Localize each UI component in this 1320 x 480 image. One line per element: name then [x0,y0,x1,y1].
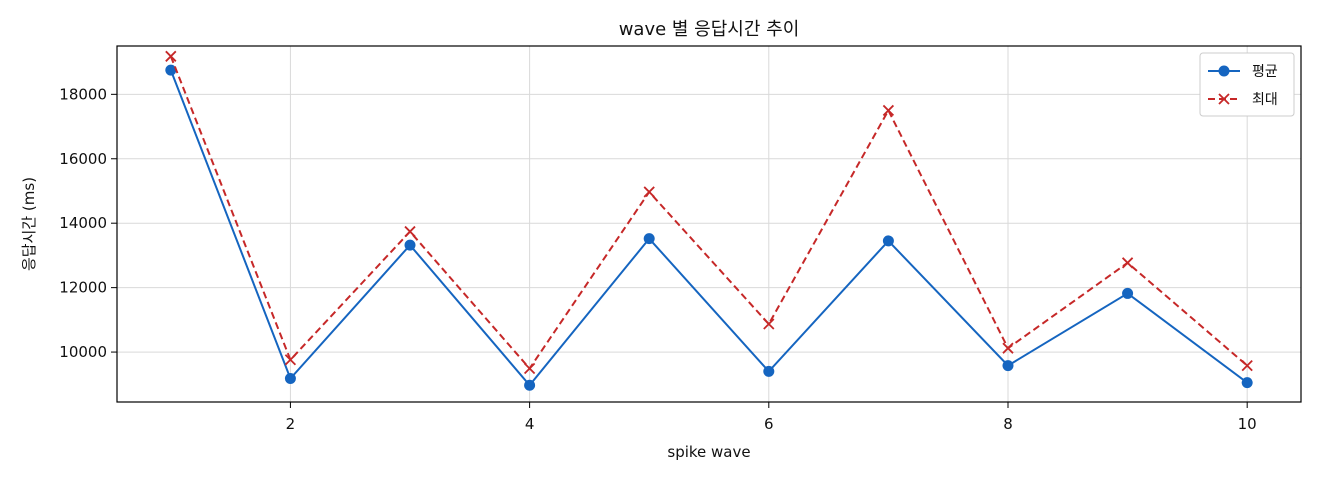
data-point-3 [404,225,416,238]
data-point-9 [1122,287,1134,299]
y-tick-label: 12000 [59,279,107,297]
data-point-3 [404,239,416,251]
series-1 [165,64,1253,391]
data-point-10 [1241,359,1253,372]
grid-lines [117,46,1301,402]
y-axis-ticks: 10000 12000 14000 16000 18000 [59,85,117,361]
series-line [169,69,1248,387]
y-tick-label: 18000 [59,85,107,103]
data-point-8 [1002,360,1014,372]
legend-item-1: 평균 [1208,64,1278,80]
data-point-7 [882,235,894,247]
y-tick-label: 16000 [59,150,107,168]
series-line [169,55,1248,371]
data-point-2 [284,372,296,384]
x-tick-label: 10 [1238,415,1257,433]
data-point-9 [1121,257,1134,269]
legend-label: 평균 [1252,64,1278,80]
data-point-1 [1218,65,1230,77]
plot-frame [116,45,1302,403]
data-point-7 [882,104,895,117]
data-point-5 [643,233,655,245]
series-2 [165,50,1253,375]
x-axis-ticks: 2 4 6 8 10 [286,402,1257,433]
data-point-6 [763,318,775,330]
data-point-1 [165,64,177,76]
y-tick-label: 10000 [59,343,107,361]
x-tick-label: 6 [764,415,774,433]
data-point-10 [1241,377,1253,389]
data-point-2 [284,354,297,366]
y-axis-label: 응답시간 (ms) [20,177,38,271]
legend-item-2: 최대 [1208,92,1278,108]
data-point-1 [165,50,177,62]
x-axis-label: spike wave [667,443,750,461]
data-point-1 [1218,93,1230,105]
x-tick-label: 8 [1003,415,1013,433]
x-tick-label: 4 [525,415,535,433]
legend-label: 최대 [1252,92,1278,108]
data-point-4 [523,362,536,375]
legend-box [1199,52,1295,117]
series-group [165,50,1253,391]
x-tick-label: 2 [286,415,296,433]
data-point-8 [1002,342,1014,354]
y-tick-label: 14000 [59,214,107,232]
data-point-6 [763,365,775,377]
data-point-4 [524,379,536,391]
data-point-5 [643,186,655,198]
chart-title: wave 별 응답시간 추이 [619,19,800,40]
